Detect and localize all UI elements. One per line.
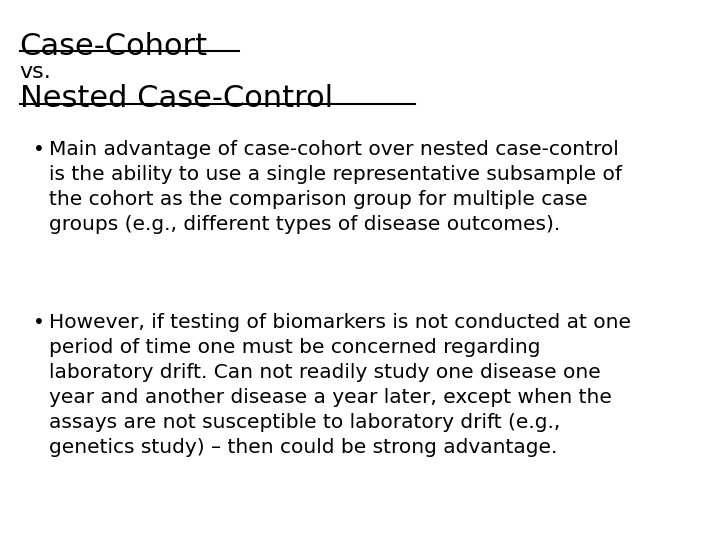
Text: vs.: vs.: [19, 62, 51, 82]
Text: Main advantage of case-cohort over nested case-control
is the ability to use a s: Main advantage of case-cohort over neste…: [49, 140, 622, 234]
Text: However, if testing of biomarkers is not conducted at one
period of time one mus: However, if testing of biomarkers is not…: [49, 313, 631, 457]
Text: Nested Case-Control: Nested Case-Control: [19, 84, 333, 113]
Text: Case-Cohort: Case-Cohort: [19, 32, 208, 62]
Text: •: •: [32, 313, 45, 332]
Text: •: •: [32, 140, 45, 159]
